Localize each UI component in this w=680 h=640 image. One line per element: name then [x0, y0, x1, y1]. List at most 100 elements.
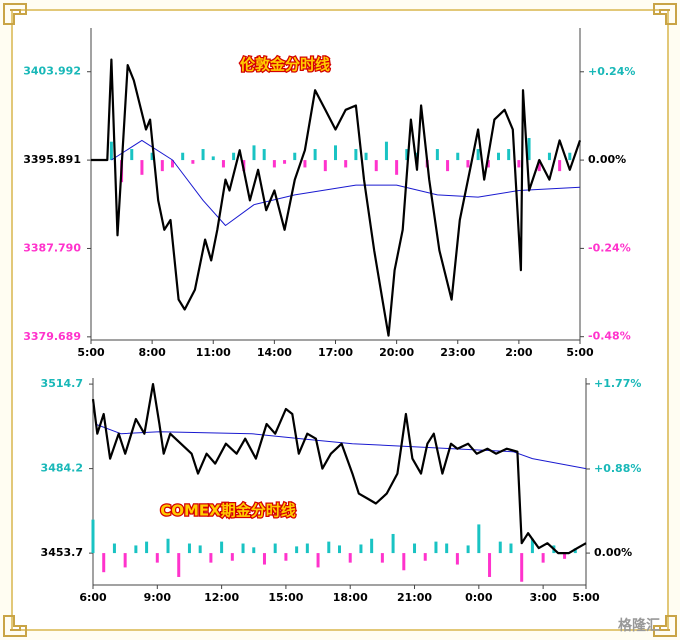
bar [498, 541, 502, 554]
bar [201, 149, 205, 161]
corner-ornaments [3, 3, 677, 637]
bar [384, 141, 388, 161]
bar [313, 149, 317, 161]
bar [323, 160, 327, 172]
price-line [91, 383, 587, 555]
bar [405, 149, 409, 161]
bar [497, 152, 500, 161]
bar [155, 553, 159, 563]
bar [364, 152, 368, 161]
bar [221, 160, 225, 168]
x-tick-label: 0:00 [465, 591, 493, 604]
x-tick-label: 5:00 [566, 346, 594, 359]
bar [187, 543, 191, 554]
y-tick-label: 3395.891 [23, 153, 81, 166]
bar [252, 145, 256, 161]
price-line [111, 139, 581, 226]
bar [303, 160, 307, 168]
y2-tick-label: 0.00% [588, 153, 626, 166]
bar [150, 152, 154, 161]
bar [520, 553, 524, 582]
bar [295, 546, 299, 554]
bar [338, 545, 341, 554]
x-tick-label: 8:00 [138, 346, 166, 359]
bar [241, 543, 245, 554]
watermark: 格隆汇 [618, 617, 660, 634]
x-tick-label: 23:00 [440, 346, 475, 359]
bar [284, 553, 288, 561]
x-tick-label: 3:00 [529, 591, 557, 604]
bar [423, 553, 427, 561]
bar [568, 152, 572, 161]
x-tick-label: 5:00 [572, 591, 600, 604]
bar [488, 553, 492, 577]
x-tick-label: 21:00 [397, 591, 432, 604]
bar [370, 538, 374, 554]
bar [316, 553, 320, 568]
bar [211, 156, 215, 161]
chart-panel: 3379.689 3387.790 3395.891 3403.992 -0.48% -0… [23, 28, 635, 359]
y2-tick-label: 0.00% [594, 546, 632, 559]
bar [166, 538, 170, 554]
bar [541, 553, 545, 563]
bar [230, 553, 234, 561]
bar [262, 149, 266, 161]
chart-panel: 3453.7 3484.2 3514.7 0.00% +0.88% +1.77% 6:00 9… [41, 377, 642, 604]
y2-tick-label: -0.24% [588, 241, 631, 254]
bar [191, 160, 195, 164]
bar [456, 152, 460, 161]
bar [517, 160, 521, 168]
bar [334, 145, 337, 161]
bar [91, 519, 95, 554]
bar [140, 160, 144, 175]
bar [262, 553, 266, 565]
bar [102, 553, 106, 573]
bar [434, 541, 438, 554]
bar [455, 553, 459, 565]
bar [537, 160, 541, 172]
bar [130, 149, 134, 161]
bar [220, 541, 224, 554]
bar [327, 541, 331, 554]
bar [123, 553, 127, 568]
bar [573, 548, 577, 554]
price-line [91, 58, 582, 337]
bar [374, 160, 378, 172]
chart-title: 伦敦金分时线 [240, 56, 330, 74]
bar [445, 543, 449, 554]
bar [359, 544, 363, 554]
bar [181, 152, 185, 161]
x-tick-label: 17:00 [318, 346, 353, 359]
bar [435, 149, 439, 161]
x-tick-label: 11:00 [196, 346, 231, 359]
bar [476, 149, 480, 161]
bar [507, 149, 511, 161]
y-tick-label: 3484.2 [41, 462, 83, 475]
x-tick-label: 18:00 [333, 591, 368, 604]
bar [112, 543, 116, 554]
bar [252, 547, 256, 554]
price-line [94, 423, 587, 470]
bar [354, 149, 358, 161]
y-tick-label: 3379.689 [23, 330, 81, 343]
y-tick-label: 3403.992 [23, 65, 81, 78]
bar [171, 160, 174, 168]
bar [486, 160, 490, 168]
chart-title: COMEX期金分时线 [160, 502, 296, 520]
x-tick-label: 20:00 [379, 346, 414, 359]
bar [177, 553, 181, 577]
x-tick-label: 6:00 [79, 591, 107, 604]
bar [558, 160, 562, 172]
bar [466, 545, 470, 554]
bar [145, 541, 149, 554]
bar [272, 160, 276, 168]
x-tick-label: 15:00 [268, 591, 303, 604]
y2-tick-label: +1.77% [594, 377, 641, 390]
bar [530, 538, 534, 554]
bar [273, 543, 277, 554]
bar [563, 553, 567, 559]
y2-tick-label: +0.88% [594, 462, 641, 475]
bar [134, 545, 138, 554]
bar [395, 160, 399, 175]
bar [527, 138, 531, 161]
